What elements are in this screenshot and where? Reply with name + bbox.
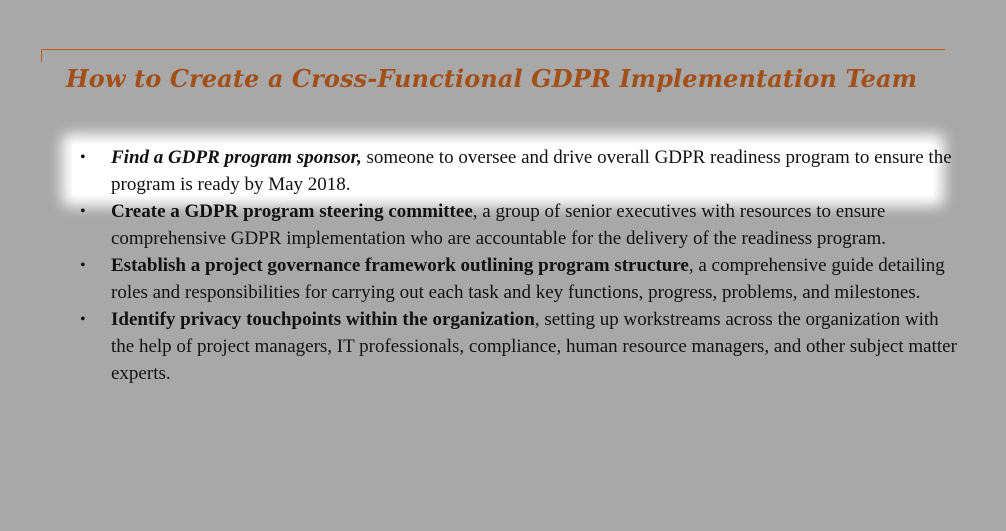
bullet-item-privacy-touchpoints: • Identify privacy touchpoints within th… xyxy=(80,306,960,387)
title-rule xyxy=(41,49,945,50)
bullet-item-steering-committee: • Create a GDPR program steering committ… xyxy=(80,198,960,252)
bullet-lead: Identify privacy touchpoints within the … xyxy=(111,309,535,330)
bullet-dot-icon: • xyxy=(80,311,86,328)
bullet-item-sponsor: • Find a GDPR program sponsor, someone t… xyxy=(80,144,960,198)
bullet-text: , setting up workstreams across the orga… xyxy=(111,309,957,384)
bullet-text: someone to oversee and drive overall GDP… xyxy=(111,147,952,195)
bullet-item-governance-framework: • Establish a project governance framewo… xyxy=(80,252,960,306)
bullet-dot-icon: • xyxy=(80,203,86,220)
title-rule-tick xyxy=(41,49,42,62)
highlight-box xyxy=(72,144,934,196)
bullet-text: , a comprehensive guide detailing roles … xyxy=(111,255,945,303)
bullet-lead: Find a GDPR program sponsor xyxy=(111,147,358,168)
bullet-dot-icon: • xyxy=(80,257,86,274)
slide-title: How to Create a Cross-Functional GDPR Im… xyxy=(66,64,918,93)
bullet-lead: Create a GDPR program steering committee xyxy=(111,201,473,222)
bullet-dot-icon: • xyxy=(80,149,86,166)
bullet-lead-punct: , xyxy=(357,147,362,168)
bullet-lead: Establish a project governance framework… xyxy=(111,255,689,276)
bullet-list: • Find a GDPR program sponsor, someone t… xyxy=(80,144,960,387)
bullet-text: , a group of senior executives with reso… xyxy=(111,201,887,249)
